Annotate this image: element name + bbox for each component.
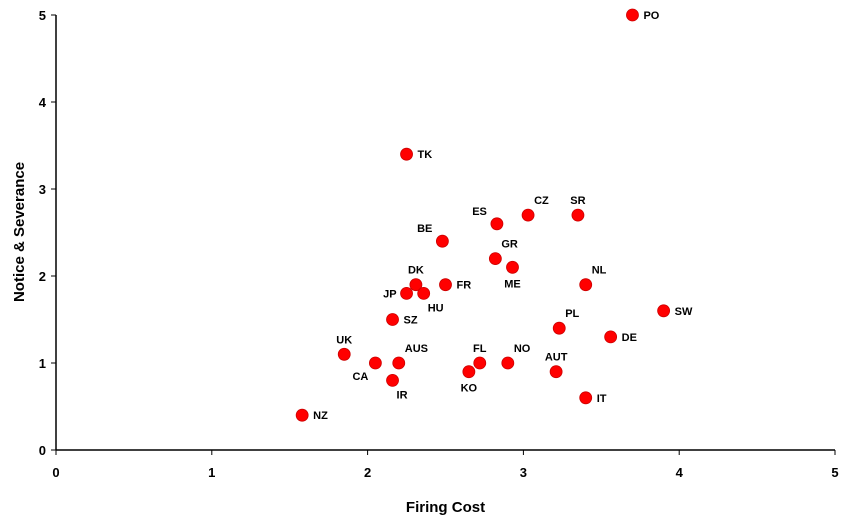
point-label-sr: SR xyxy=(570,195,585,207)
data-point-tk xyxy=(400,147,413,161)
point-label-po: PO xyxy=(643,10,659,22)
data-point-me xyxy=(506,260,519,274)
data-point-sr xyxy=(571,208,585,222)
data-point-ko xyxy=(462,365,476,379)
data-point-fl xyxy=(473,356,487,370)
y-tick-label: 2 xyxy=(39,269,46,284)
point-label-be: BE xyxy=(417,223,432,235)
data-point-be xyxy=(435,234,449,248)
data-point-de xyxy=(604,330,618,344)
point-label-tk: TK xyxy=(418,149,433,161)
point-label-gr: GR xyxy=(501,239,518,251)
point-label-ca: CA xyxy=(352,371,368,383)
point-label-uk: UK xyxy=(336,334,352,346)
data-points: PO TK ES CZ SR BE GR ME NL DK FR JP HU SW SZ PL DE UK AUS C… xyxy=(295,8,693,422)
data-point-pl xyxy=(552,321,566,335)
point-label-aus: AUS xyxy=(405,343,428,355)
point-label-nz: NZ xyxy=(313,410,328,422)
axes xyxy=(55,15,835,451)
point-label-ir: IR xyxy=(397,389,408,401)
data-point-dk xyxy=(409,278,423,292)
x-tick-label: 3 xyxy=(520,465,527,480)
data-point-it xyxy=(579,391,593,405)
data-point-hu xyxy=(417,286,431,300)
x-tick-label: 1 xyxy=(208,465,215,480)
data-point-aus xyxy=(392,356,406,370)
y-tick-label: 0 xyxy=(39,443,46,458)
point-label-hu: HU xyxy=(428,302,444,314)
x-axis-title: Firing Cost xyxy=(406,499,485,516)
x-tick-label: 2 xyxy=(364,465,371,480)
data-point-fr xyxy=(439,278,452,292)
point-label-it: IT xyxy=(597,393,607,405)
data-point-sw xyxy=(657,304,671,318)
data-point-nl xyxy=(579,278,593,292)
y-axis-title: Notice & Severance xyxy=(11,162,28,302)
data-point-gr xyxy=(488,252,502,266)
x-tick-label: 5 xyxy=(831,465,838,480)
data-point-sz xyxy=(386,313,399,326)
y-tick-label: 1 xyxy=(39,356,46,371)
point-label-jp: JP xyxy=(383,288,396,300)
data-point-ca xyxy=(368,356,382,370)
y-tick-label: 4 xyxy=(39,95,47,110)
point-label-de: DE xyxy=(622,332,637,344)
point-label-aut: AUT xyxy=(545,352,568,364)
point-label-me: ME xyxy=(504,278,521,290)
y-tick-label: 3 xyxy=(39,182,46,197)
point-label-sw: SW xyxy=(675,306,693,318)
data-point-ir xyxy=(386,373,399,387)
point-label-ko: KO xyxy=(461,383,478,395)
x-tick-labels: 0 1 2 3 4 5 xyxy=(52,450,839,480)
point-label-no: NO xyxy=(514,343,531,355)
y-tick-labels: 0 1 2 3 4 5 xyxy=(39,8,56,458)
point-label-nl: NL xyxy=(592,265,607,277)
point-label-pl: PL xyxy=(565,308,579,320)
x-tick-label: 4 xyxy=(676,465,684,480)
data-point-no xyxy=(501,356,515,370)
point-label-cz: CZ xyxy=(534,195,549,207)
x-tick-label: 0 xyxy=(52,465,59,480)
data-point-jp xyxy=(400,286,413,300)
point-label-es: ES xyxy=(472,206,487,218)
point-label-sz: SZ xyxy=(404,315,418,327)
data-point-cz xyxy=(521,208,535,222)
data-point-uk xyxy=(337,347,351,361)
y-tick-label: 5 xyxy=(39,8,46,23)
data-point-aut xyxy=(549,365,563,379)
point-label-fr: FR xyxy=(457,280,472,292)
data-point-nz xyxy=(295,408,309,422)
point-label-dk: DK xyxy=(408,265,424,277)
data-point-es xyxy=(490,217,504,231)
data-point-po xyxy=(626,8,639,22)
point-label-fl: FL xyxy=(473,343,487,355)
